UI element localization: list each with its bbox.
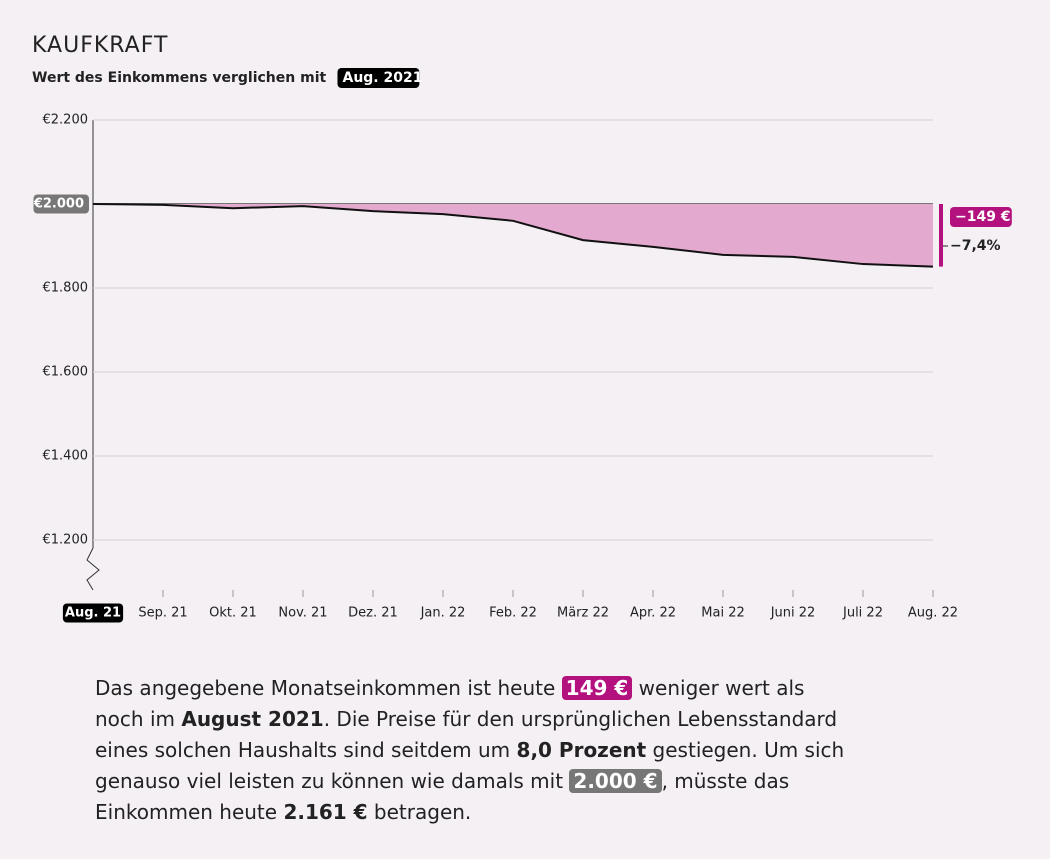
description: Das angegebene Monatseinkommen ist heute… <box>95 673 855 828</box>
y-tick-label: €2.000 <box>33 197 84 212</box>
text-segment: August 2021 <box>181 707 324 731</box>
axis-break <box>86 547 100 591</box>
badge <box>950 207 1012 227</box>
difference-pct: −7,4% <box>950 238 1001 254</box>
y-tick-label: €1.800 <box>43 281 89 296</box>
y-tick-label: €1.400 <box>43 449 89 464</box>
x-tick-label: Nov. 21 <box>278 606 327 621</box>
line <box>92 203 934 268</box>
x-tick-label: Sep. 21 <box>138 606 187 621</box>
chart: KAUFKRAFT Wert des Einkommens verglichen… <box>32 33 1012 623</box>
badge <box>337 68 420 88</box>
badge <box>33 194 89 214</box>
difference-label: −149 € <box>955 209 1011 225</box>
text-segment: Das angegebene Monatseinkommen ist heute <box>95 676 562 700</box>
text-segment: 8,0 Prozent <box>516 738 647 762</box>
reference-badge: Aug. 2021 <box>342 70 422 86</box>
x-tick-label: Juni 22 <box>770 606 816 621</box>
text-segment: 149 € <box>561 676 633 700</box>
x-tick-label: Aug. 22 <box>908 606 958 621</box>
area <box>93 204 933 267</box>
text-segment: betragen. <box>367 800 472 824</box>
text-segment: gestiegen. Um sich genauso viel leisten … <box>95 738 845 793</box>
x-tick-label: Mai 22 <box>701 606 744 621</box>
text-segment: weniger wert als noch im <box>95 676 805 731</box>
x-tick-label: Apr. 22 <box>630 606 676 621</box>
x-tick-label: Aug. 21 <box>65 606 121 621</box>
x-tick-label: Dez. 21 <box>348 606 398 621</box>
text-segment: 2.161 € <box>283 800 368 824</box>
chart-title: KAUFKRAFT <box>32 33 168 58</box>
x-tick-label: Okt. 21 <box>209 606 257 621</box>
x-tick-label: Jan. 22 <box>420 606 466 621</box>
x-tick-label: Juli 22 <box>842 606 883 621</box>
badge <box>62 603 124 623</box>
y-tick-label: €1.600 <box>43 365 89 380</box>
x-tick-label: März 22 <box>557 606 609 621</box>
y-tick-label: €2.200 <box>43 113 89 128</box>
x-tick-label: Feb. 22 <box>489 606 537 621</box>
text-segment: , müsste das Einkommen heute <box>95 769 790 824</box>
text-segment: . Die Preise für den ursprünglichen Lebe… <box>95 707 838 762</box>
text-segment: 2.000 € <box>569 769 662 793</box>
chart-subtitle: Wert des Einkommens verglichen mit <box>32 70 326 86</box>
y-tick-label: €1.200 <box>43 533 89 548</box>
